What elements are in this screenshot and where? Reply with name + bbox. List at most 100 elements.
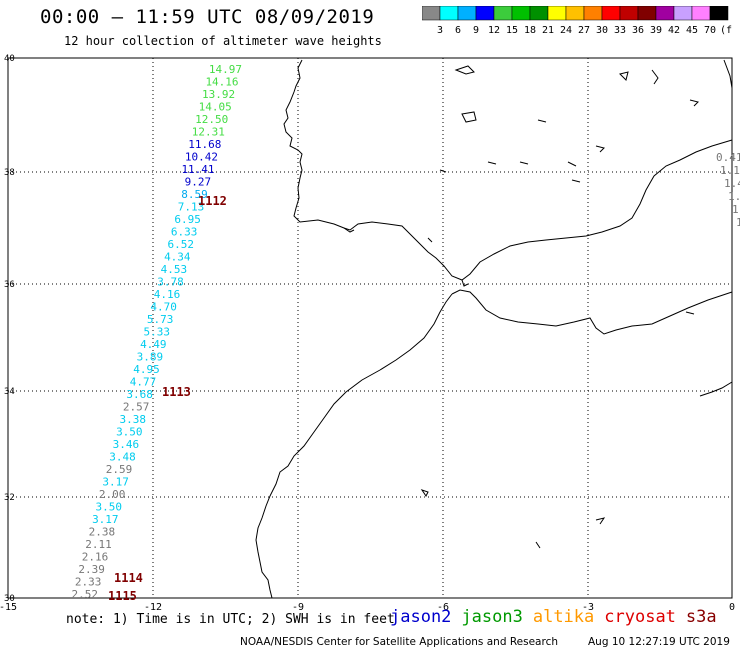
wave-height-label: 3.17	[102, 476, 129, 489]
color-swatch	[709, 6, 729, 21]
wave-height-label: 3.17	[92, 513, 119, 526]
wave-height-label: 2.38	[89, 526, 116, 539]
wave-height-label: 12.31	[192, 126, 225, 139]
wave-height-label: 2.39	[78, 563, 105, 576]
lake-outline	[487, 161, 497, 165]
lake-outline	[689, 99, 699, 107]
wave-height-label: 2.52	[72, 588, 99, 601]
wave-height-label: 5.73	[147, 313, 174, 326]
wave-height-label: 1.4	[724, 177, 740, 190]
color-scale-label: 39	[650, 25, 662, 36]
lake-outline	[537, 119, 547, 123]
lake-outline	[571, 179, 581, 183]
altimeter-track-east: 0.411.151.41.61.1.	[716, 151, 740, 229]
satellite-jason3: jason3	[461, 607, 523, 627]
wave-height-label: 6.95	[174, 213, 201, 226]
wave-height-label: 4.34	[164, 251, 191, 264]
footer-credit: NOAA/NESDIS Center for Satellite Applica…	[240, 636, 558, 648]
color-scale-label: 3	[437, 25, 443, 36]
wave-height-label: 3.38	[120, 413, 147, 426]
longitude-label: -6	[437, 602, 449, 613]
lake-outline	[567, 161, 577, 167]
lake-outline	[595, 145, 605, 153]
longitude-label: -9	[292, 602, 304, 613]
footer-timestamp: Aug 10 12:27:19 UTC 2019	[588, 636, 730, 648]
lake-outline	[619, 71, 629, 81]
longitude-label: -3	[582, 602, 594, 613]
color-scale-label: 24	[560, 25, 572, 36]
page-title: 00:00 – 11:59 UTC 08/09/2019	[40, 6, 375, 28]
latitude-label: 34	[4, 387, 15, 397]
note-text: note: 1) Time is in UTC; 2) SWH is in fe…	[66, 612, 395, 627]
wave-height-label: 2.59	[106, 463, 133, 476]
lake-outline	[519, 161, 529, 165]
color-scale-label: 21	[542, 25, 554, 36]
wave-height-label: 1.15	[720, 164, 740, 177]
wave-height-label: 9.27	[185, 176, 212, 189]
gibraltar-rock	[461, 279, 469, 287]
lake-outline	[461, 111, 477, 123]
wave-height-label: 11.68	[188, 138, 221, 151]
color-scale-label: 9	[473, 25, 479, 36]
footer: NOAA/NESDIS Center for Satellite Applica…	[240, 636, 730, 648]
satellite-legend: jason2 jason3 altika cryosat s3a	[390, 607, 727, 627]
wave-height-label: 4.70	[150, 301, 177, 314]
satellite-s3a: s3a	[685, 607, 717, 627]
latitude-label: 30	[4, 594, 15, 604]
color-scale-label: 27	[578, 25, 590, 36]
longitude-label: 0	[729, 602, 735, 613]
map-frame	[7, 57, 733, 599]
lake-outline	[723, 59, 733, 89]
wave-height-label: 2.33	[75, 576, 102, 589]
wave-height-label: 10.42	[185, 151, 218, 164]
wave-height-label: 6.33	[171, 226, 198, 239]
latitude-labels: 40 38 36 34 32 30	[4, 54, 15, 604]
lake-outline	[439, 169, 447, 173]
wave-height-label: 1.	[736, 216, 740, 229]
time-label: 1112	[198, 194, 227, 208]
wave-height-label: 4.16	[154, 288, 181, 301]
lake-outline	[535, 541, 541, 549]
wave-height-label: 14.05	[199, 101, 232, 114]
color-scale-label: 12	[488, 25, 500, 36]
wave-height-label: 3.50	[116, 426, 143, 439]
time-label: 1115	[108, 589, 137, 603]
wave-height-label: 2.57	[123, 401, 150, 414]
wave-height-label: 4.53	[161, 263, 188, 276]
color-scale-unit: (ft)	[720, 25, 732, 36]
wave-height-label: 3.78	[157, 276, 184, 289]
color-scale-label: 33	[614, 25, 626, 36]
color-scale-label: 18	[524, 25, 536, 36]
wave-height-label: 11.41	[181, 163, 214, 176]
wave-height-label: 14.97	[209, 63, 242, 76]
wave-height-label: 5.33	[144, 326, 171, 339]
longitude-label: -12	[144, 602, 162, 613]
color-scale-label: 42	[668, 25, 680, 36]
satellite-jason2: jason2	[390, 607, 452, 627]
wave-height-label: 2.11	[85, 538, 112, 551]
wave-height-label: 3.50	[96, 501, 123, 514]
wave-height-label: 3.46	[113, 438, 140, 451]
wave-height-label: 1.6	[728, 190, 740, 203]
wave-height-label: 14.16	[205, 76, 238, 89]
wave-height-label: 0.41	[716, 151, 740, 164]
lake-outline	[454, 65, 475, 75]
color-scale-label: 15	[506, 25, 518, 36]
satellite-cryosat: cryosat	[604, 607, 676, 627]
gulf-cadiz-inlet	[343, 227, 355, 233]
wave-height-label: 3.89	[137, 351, 164, 364]
lake-outline	[420, 489, 429, 497]
lake-outline	[651, 69, 659, 85]
wave-height-label: 3.68	[126, 388, 153, 401]
latitude-label: 36	[4, 280, 15, 290]
wave-height-label: 8.59	[181, 188, 208, 201]
wave-height-label: 13.92	[202, 88, 235, 101]
wave-height-label: 2.16	[82, 551, 109, 564]
lake-outline	[685, 311, 695, 315]
wave-height-label: 4.77	[130, 376, 157, 389]
latitude-label: 38	[4, 168, 15, 178]
wave-height-label: 12.50	[195, 113, 228, 126]
lake-outline	[595, 517, 606, 525]
